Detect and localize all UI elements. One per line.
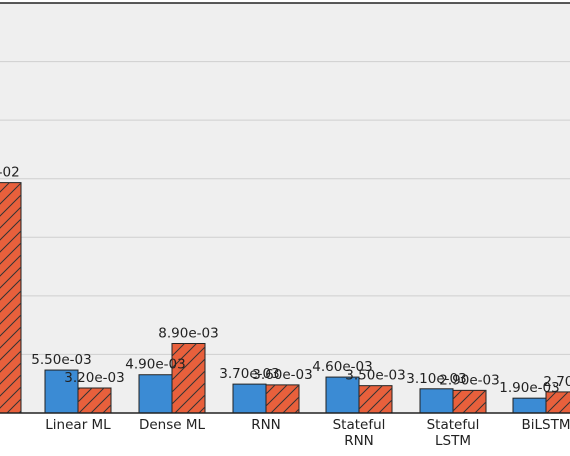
value-label: 3.50e-03 xyxy=(345,368,405,384)
x-tick-label: RNN xyxy=(251,417,281,433)
value-label: 3.60e-03 xyxy=(252,367,312,383)
bar-hatch xyxy=(78,388,111,413)
value-label: 3.70e-03 xyxy=(219,366,279,382)
bar-hatch xyxy=(453,390,486,413)
bar-hatch xyxy=(359,385,392,413)
bar-hatch xyxy=(546,391,570,413)
bar xyxy=(512,397,547,414)
bars xyxy=(0,182,570,414)
plot-background xyxy=(0,3,570,413)
bar xyxy=(419,388,454,414)
x-tick-label: BiLSTM xyxy=(522,417,570,433)
x-tick-label: Stateful xyxy=(333,417,386,433)
value-label: e-02 xyxy=(0,165,20,181)
value-label: 2.70e xyxy=(543,374,570,390)
grid-lines xyxy=(0,61,570,355)
value-label: 3.10e-03 xyxy=(406,371,466,387)
bar xyxy=(138,374,173,414)
x-tick-label: LSTM xyxy=(435,433,471,449)
value-label: 2.90e-03 xyxy=(439,372,499,388)
bar xyxy=(232,383,267,414)
bar-hatch xyxy=(0,182,21,413)
x-tick-label: Avg xyxy=(0,417,1,433)
value-label: 3.20e-03 xyxy=(64,370,124,386)
value-labels: 5.50e-03 4.90e-03 3.70e-03 4.60e-03 3.10e-03… xyxy=(0,165,570,397)
x-tick-label: Linear ML xyxy=(45,417,111,433)
value-label: 5.50e-03 xyxy=(31,352,91,368)
value-label: 1.90e-03 xyxy=(499,380,559,396)
x-tick-label: Dense ML xyxy=(139,417,206,433)
bar-hatch xyxy=(172,343,205,413)
bar-hatch xyxy=(266,384,299,413)
x-tick-label: RNN xyxy=(344,433,374,449)
x-tick-label: Stateful xyxy=(427,417,480,433)
value-label: 4.90e-03 xyxy=(125,357,185,373)
value-label: 4.60e-03 xyxy=(312,359,372,375)
value-label: 8.90e-03 xyxy=(158,325,218,341)
